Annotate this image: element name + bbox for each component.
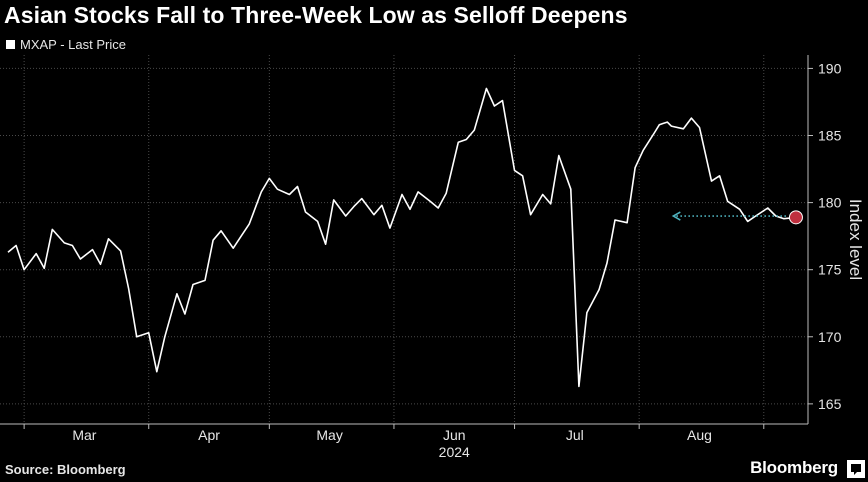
x-tick-label: Jul [566,427,584,443]
x-tick-label: Mar [72,427,96,443]
y-axis-label: Index level [846,199,865,280]
x-tick-label: Apr [198,427,220,443]
legend-label: MXAP - Last Price [20,37,126,52]
source-note: Source: Bloomberg [5,462,126,477]
annotation-group [671,210,803,225]
legend: MXAP - Last Price [6,37,126,52]
y-axis-ticks: 165 170 175 180 185 190 [807,55,842,424]
x-year-label: 2024 [439,444,470,460]
y-tick-label: 165 [818,396,842,412]
series-group [7,87,796,388]
y-tick-label: 180 [818,195,842,211]
last-point-marker [788,210,803,225]
y-tick-label: 190 [818,60,842,76]
legend-swatch [6,40,15,49]
series-line [7,87,796,388]
y-tick-label: 175 [818,262,842,278]
annotation-arrowhead-icon [671,211,681,221]
x-tick-label: Jun [443,427,466,443]
gridlines [0,55,808,424]
x-axis-ticks: Mar Apr May Jun Jul Aug 2024 [0,423,808,460]
chart-title: Asian Stocks Fall to Three-Week Low as S… [4,2,628,28]
y-tick-label: 170 [818,329,842,345]
x-tick-label: Aug [687,427,712,443]
x-tick-label: May [316,427,342,443]
bloomberg-logo-icon [847,460,865,478]
y-tick-label: 185 [818,128,842,144]
brand-name: Bloomberg [750,458,838,477]
